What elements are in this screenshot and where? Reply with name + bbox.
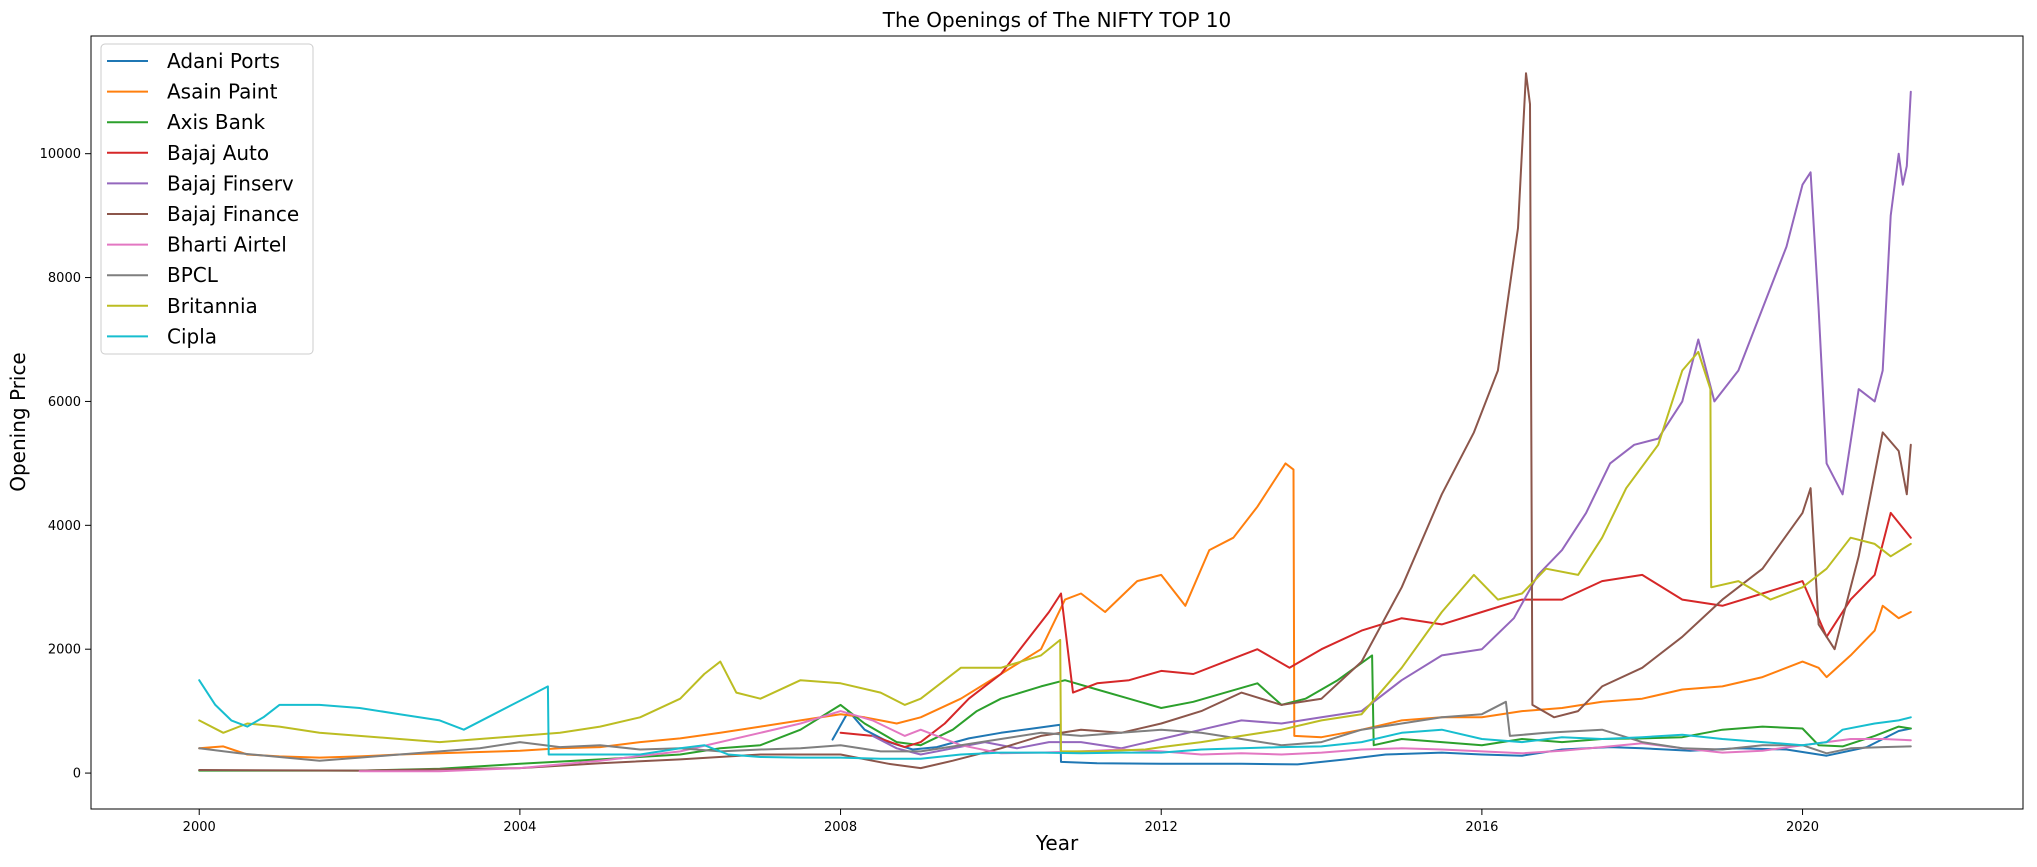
legend-label: Asain Paint bbox=[167, 80, 278, 104]
series-line-8 bbox=[198, 350, 1912, 753]
series-line-9 bbox=[198, 679, 1912, 760]
legend-label: BPCL bbox=[167, 263, 219, 287]
y-tick-label: 0 bbox=[73, 767, 81, 782]
legend-label: Bajaj Finserv bbox=[167, 171, 294, 195]
series-line-7 bbox=[198, 700, 1912, 762]
x-tick-label: 2000 bbox=[183, 820, 216, 835]
series-line-2 bbox=[198, 654, 1912, 772]
series-line-6 bbox=[358, 710, 1912, 773]
legend-label: Axis Bank bbox=[167, 110, 266, 134]
y-tick-label: 6000 bbox=[48, 395, 81, 410]
series-line-3 bbox=[839, 511, 1912, 749]
legend-label: Cipla bbox=[167, 324, 217, 348]
y-tick-label: 2000 bbox=[48, 643, 81, 658]
x-tick-label: 2008 bbox=[824, 820, 857, 835]
legend-label: Bharti Airtel bbox=[167, 233, 287, 257]
legend: Adani Ports Asain Paint Axis Bank Bajaj Aut… bbox=[100, 43, 314, 355]
y-axis-ticks: 0 2000 4000 6000 8000 10000 bbox=[40, 147, 91, 782]
plot-frame bbox=[90, 35, 2024, 810]
x-tick-label: 2016 bbox=[1465, 820, 1498, 835]
y-tick-label: 10000 bbox=[40, 147, 81, 162]
y-tick-label: 8000 bbox=[48, 271, 81, 286]
legend-label: Adani Ports bbox=[167, 49, 280, 73]
x-axis-title: Year bbox=[1035, 831, 1079, 855]
series-line-5 bbox=[198, 72, 1912, 772]
x-tick-label: 2012 bbox=[1145, 820, 1178, 835]
x-tick-label: 2020 bbox=[1786, 820, 1819, 835]
legend-label: Britannia bbox=[167, 294, 258, 318]
x-axis-ticks: 2000 2004 2008 2012 2016 2020 bbox=[183, 809, 1819, 835]
y-tick-label: 4000 bbox=[48, 519, 81, 534]
chart-title: The Openings of The NIFTY TOP 10 bbox=[882, 8, 1232, 32]
legend-label: Bajaj Finance bbox=[167, 202, 299, 226]
series-layer bbox=[198, 72, 1912, 773]
legend-box bbox=[100, 43, 314, 355]
y-axis-title: Opening Price bbox=[6, 352, 30, 492]
series-line-1 bbox=[198, 462, 1912, 759]
series-line-4 bbox=[871, 90, 1912, 756]
series-line-0 bbox=[831, 710, 1912, 766]
x-tick-label: 2004 bbox=[503, 820, 536, 835]
legend-label: Bajaj Auto bbox=[167, 141, 269, 165]
